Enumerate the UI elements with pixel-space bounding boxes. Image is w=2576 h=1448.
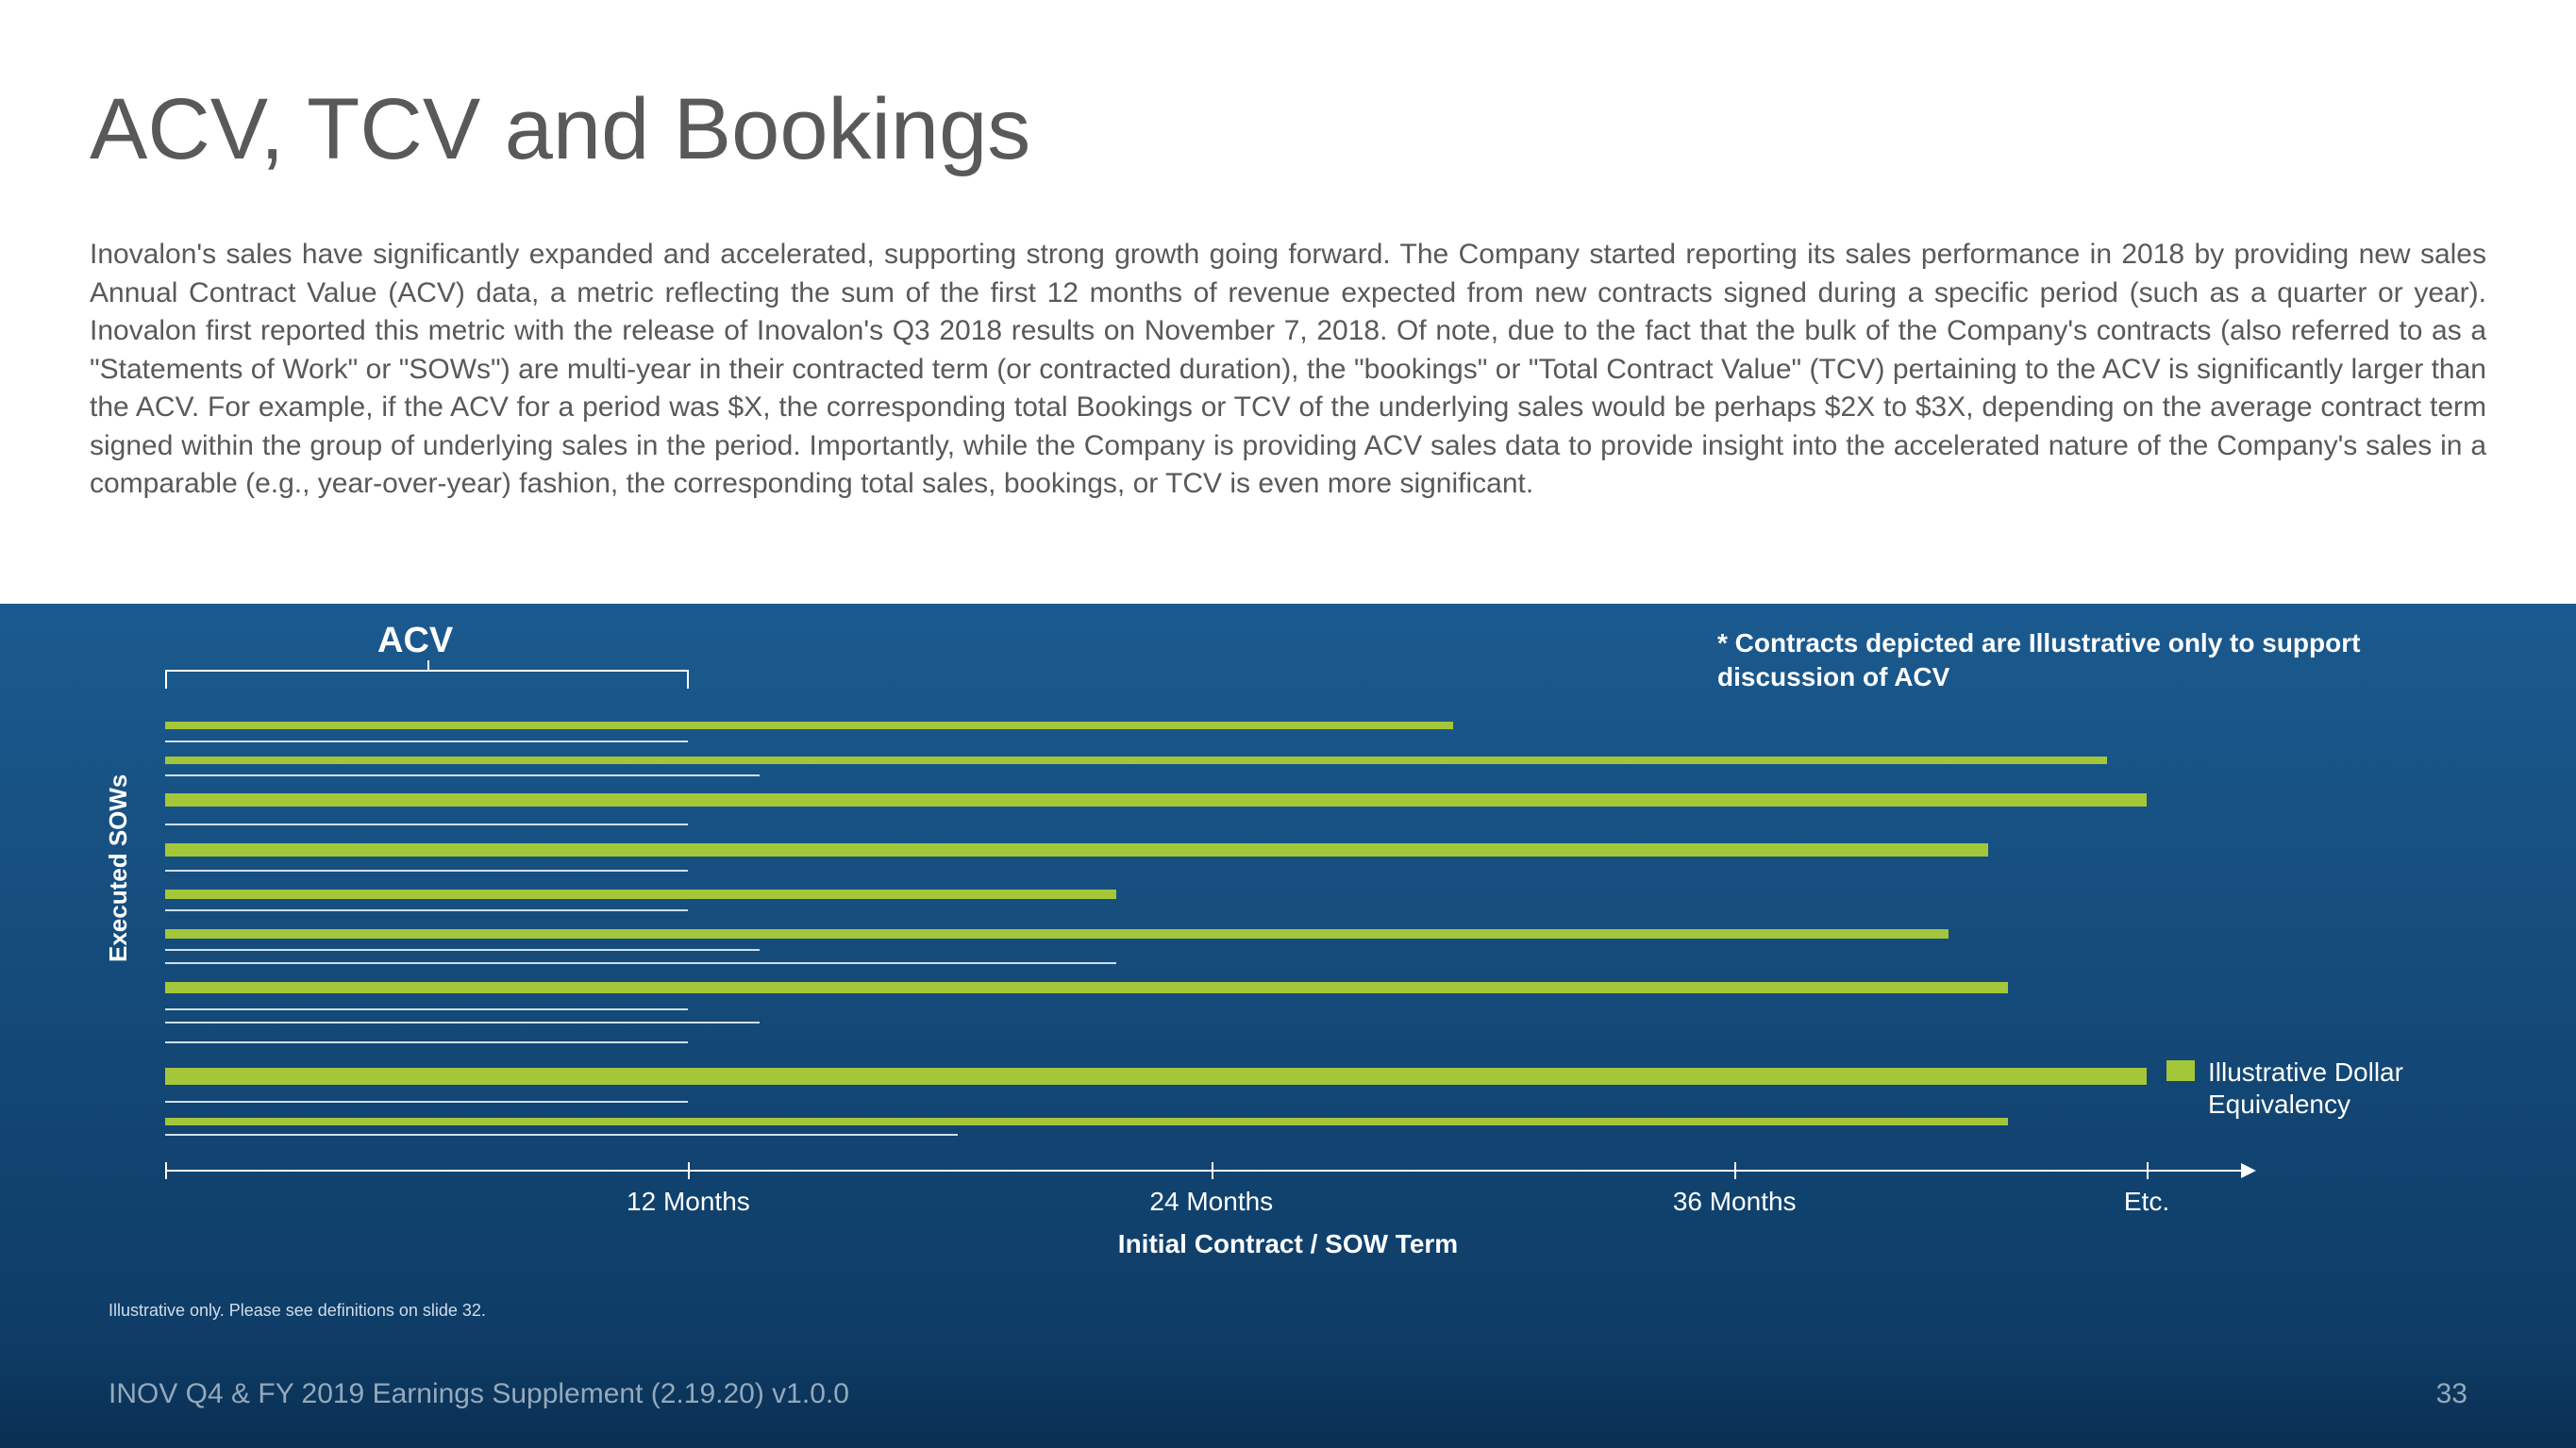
contract-bar-thin [165, 1008, 688, 1010]
chart-panel: ACV * Contracts depicted are Illustrativ… [0, 604, 2576, 1340]
contract-bar-thin [165, 909, 688, 911]
legend: Illustrative Dollar Equivalency [2166, 1057, 2472, 1120]
x-tick [2147, 1162, 2149, 1179]
contract-bar [165, 757, 2107, 764]
x-tick-label: 12 Months [627, 1187, 750, 1217]
contract-bar-thin [165, 870, 688, 872]
contract-bar [165, 929, 1949, 939]
slide: ACV, TCV and Bookings Inovalon's sales h… [0, 0, 2576, 1448]
body-paragraph: Inovalon's sales have significantly expa… [90, 236, 2486, 504]
bars-region [165, 698, 2147, 1160]
contract-bar-thin [165, 962, 1116, 964]
x-tick [165, 1162, 167, 1179]
footer: INOV Q4 & FY 2019 Earnings Supplement (2… [0, 1340, 2576, 1448]
chart-note: * Contracts depicted are Illustrative on… [1717, 626, 2472, 695]
contract-bar [165, 793, 2147, 807]
x-axis-title: Initial Contract / SOW Term [1118, 1229, 1458, 1259]
contract-bar [165, 1068, 2147, 1085]
contract-bar-thin [165, 1134, 958, 1136]
footer-left: INOV Q4 & FY 2019 Earnings Supplement (2… [109, 1378, 849, 1410]
contract-bar [165, 982, 2008, 993]
y-axis-label: Executed SOWs [104, 774, 133, 962]
contract-bar [165, 843, 1988, 857]
x-tick-label: 36 Months [1673, 1187, 1797, 1217]
contract-bar [165, 722, 1453, 729]
contract-bar [165, 1118, 2008, 1125]
contract-bar [165, 890, 1116, 899]
page-title: ACV, TCV and Bookings [90, 80, 1030, 179]
x-tick [1212, 1162, 1213, 1179]
x-axis-line [165, 1170, 2241, 1172]
x-tick-label: Etc. [2124, 1187, 2169, 1217]
chart-footnote: Illustrative only. Please see definition… [109, 1301, 486, 1321]
acv-label: ACV [377, 621, 453, 661]
page-number: 33 [2436, 1378, 2467, 1410]
x-tick [688, 1162, 690, 1179]
x-tick-label: 24 Months [1149, 1187, 1273, 1217]
contract-bar-thin [165, 1041, 688, 1043]
contract-bar-thin [165, 1022, 760, 1024]
legend-label: Illustrative Dollar Equivalency [2208, 1057, 2472, 1120]
contract-bar-thin [165, 949, 760, 951]
contract-bar-thin [165, 741, 688, 742]
contract-bar-thin [165, 1101, 688, 1103]
x-tick [1734, 1162, 1736, 1179]
contract-bar-thin [165, 774, 760, 776]
acv-bracket [165, 670, 689, 689]
contract-bar-thin [165, 824, 688, 825]
legend-swatch [2166, 1060, 2195, 1081]
